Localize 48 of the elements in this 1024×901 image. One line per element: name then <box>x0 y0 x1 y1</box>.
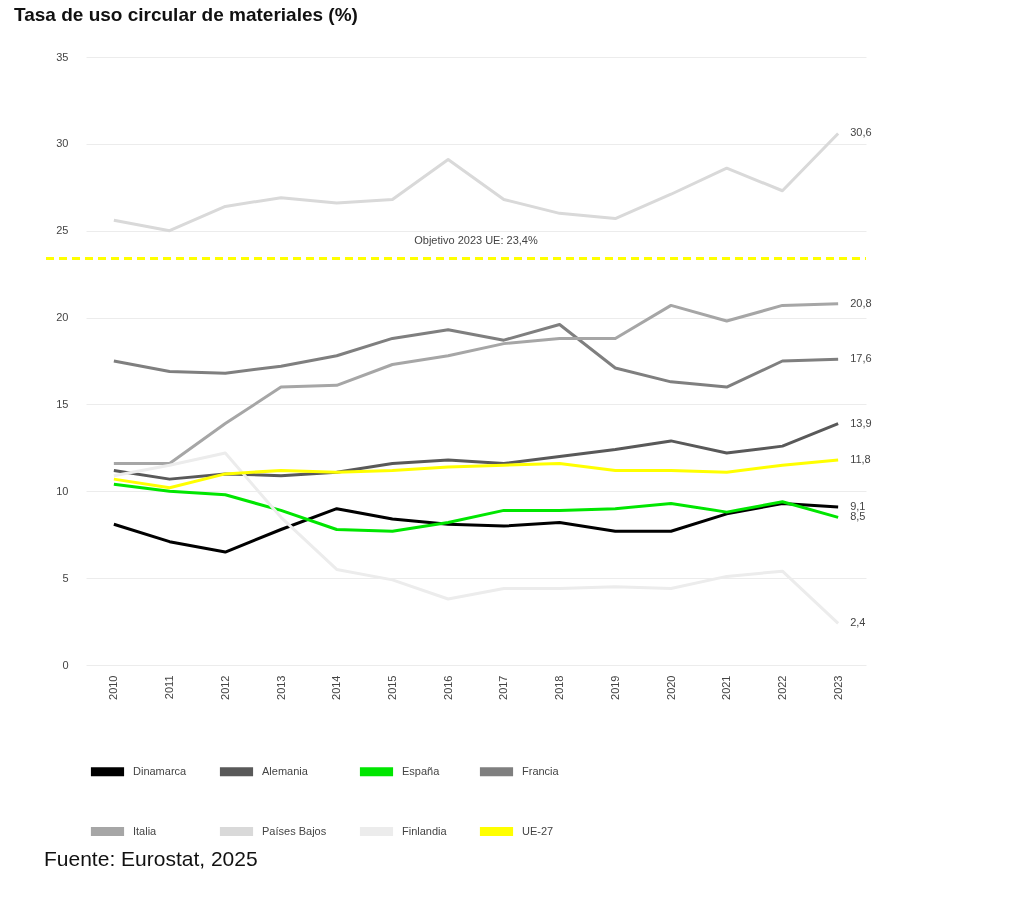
x-tick-label: 2017 <box>497 675 510 700</box>
x-tick-label: 2018 <box>553 675 566 700</box>
data-label: 9,1 <box>850 499 866 512</box>
x-tick-label: 2012 <box>218 675 231 700</box>
legend-label: Dinamarca <box>133 764 188 777</box>
data-label: 13,9 <box>850 416 872 429</box>
data-label: 11,8 <box>850 453 871 466</box>
legend-label: Alemania <box>262 764 309 777</box>
data-label: 30,6 <box>850 126 872 139</box>
line-series <box>112 323 840 389</box>
y-tick-label: 35 <box>56 50 69 63</box>
x-tick-label: 2015 <box>385 675 398 700</box>
data-label: 2,4 <box>850 616 866 629</box>
data-label: 17,6 <box>850 352 872 365</box>
x-tick-label: 2014 <box>330 675 343 700</box>
chart-title: Tasa de uso circular de materiales (%) <box>14 4 358 25</box>
y-tick-label: 25 <box>56 224 69 237</box>
x-tick-label: 2023 <box>831 675 844 700</box>
x-tick-label: 2013 <box>274 675 287 700</box>
y-tick-label: 0 <box>62 658 69 671</box>
y-tick-label: 5 <box>62 571 69 584</box>
ref-line-label: Objetivo 2023 UE: 23,4% <box>414 233 538 246</box>
line-series <box>112 458 840 490</box>
line-series <box>112 501 840 554</box>
line-series <box>112 131 840 233</box>
x-tick-label: 2020 <box>664 675 677 700</box>
y-tick-label: 20 <box>56 311 69 324</box>
line-series <box>112 482 840 533</box>
x-tick-label: 2010 <box>107 675 120 700</box>
x-tick-label: 2021 <box>720 675 733 700</box>
legend-label: Italia <box>133 824 158 837</box>
line-series <box>112 422 840 481</box>
y-tick-label: 15 <box>56 397 69 410</box>
line-series <box>112 302 840 465</box>
legend-label: España <box>402 764 441 777</box>
legend-label: Finlandia <box>402 824 448 837</box>
legend-label: Francia <box>522 764 560 777</box>
data-label: 20,8 <box>850 296 872 309</box>
x-tick-label: 2019 <box>608 675 621 700</box>
data-label: 8,5 <box>850 510 866 523</box>
legend-label: UE-27 <box>522 824 554 837</box>
x-tick-label: 2011 <box>163 675 176 700</box>
y-tick-label: 30 <box>56 137 69 150</box>
x-tick-label: 2022 <box>775 675 788 700</box>
source-note: Fuente: Eurostat, 2025 <box>44 847 258 870</box>
x-tick-label: 2016 <box>441 675 454 700</box>
y-tick-label: 10 <box>56 484 69 497</box>
legend-label: Países Bajos <box>262 824 327 837</box>
